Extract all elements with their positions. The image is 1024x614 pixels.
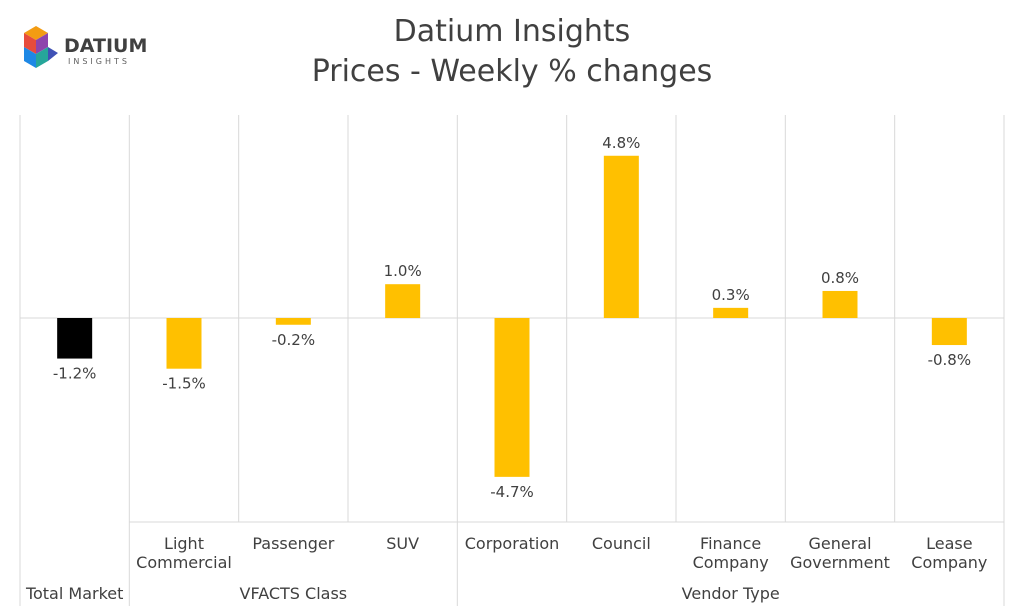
- category-label: Council: [592, 534, 651, 553]
- data-label: 4.8%: [602, 134, 640, 152]
- chart-data-labels: -1.2% -1.5% -0.2% 1.0% -4.7% 4.8% 0.3% 0.8% -0.8…: [53, 134, 971, 501]
- category-label: Light: [164, 534, 204, 553]
- logo-mark-icon: [24, 26, 58, 68]
- logo-subtext: INSIGHTS: [68, 57, 130, 66]
- category-label: Commercial: [136, 553, 232, 572]
- bar: [822, 290, 858, 318]
- category-label: Company: [911, 553, 987, 572]
- category-label: Government: [790, 553, 890, 572]
- bar: [166, 318, 202, 369]
- chart-title-line2: Prices - Weekly % changes: [311, 54, 713, 89]
- data-label: -1.5%: [162, 375, 206, 393]
- category-label: Company: [693, 553, 769, 572]
- bar: [57, 318, 93, 359]
- category-label: Corporation: [465, 534, 560, 553]
- bar: [275, 318, 311, 325]
- data-label: 1.0%: [384, 262, 422, 280]
- chart-group-labels: VFACTS Class Vendor Type: [240, 584, 780, 603]
- group-label: Vendor Type: [682, 584, 780, 603]
- category-label: Passenger: [252, 534, 334, 553]
- bar: [713, 307, 749, 318]
- data-label: 0.8%: [821, 269, 859, 287]
- data-label: 0.3%: [712, 286, 750, 304]
- category-label: SUV: [386, 534, 419, 553]
- category-label: General: [808, 534, 871, 553]
- chart-title-line1: Datium Insights: [393, 14, 631, 49]
- category-label: Finance: [700, 534, 761, 553]
- data-label: -4.7%: [490, 483, 534, 501]
- group-label: VFACTS Class: [240, 584, 348, 603]
- bar: [385, 284, 421, 318]
- data-label: -1.2%: [53, 365, 97, 383]
- category-label: Lease: [926, 534, 972, 553]
- data-label: -0.8%: [928, 351, 972, 369]
- datium-logo: DATIUM INSIGHTS: [24, 26, 147, 68]
- logo-text: DATIUM: [64, 35, 147, 57]
- bar: [494, 318, 530, 477]
- data-label: -0.2%: [272, 331, 316, 349]
- bar: [603, 155, 639, 318]
- chart-bars: [57, 155, 967, 477]
- category-label: Total Market: [25, 584, 123, 603]
- bar: [931, 318, 967, 346]
